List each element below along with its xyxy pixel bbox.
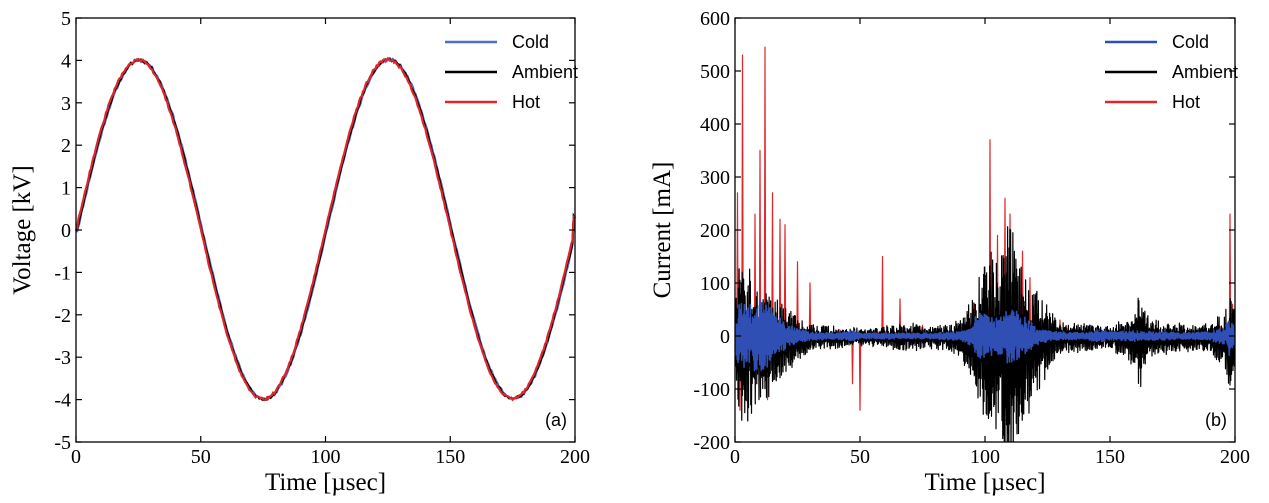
voltage-x-axis-label: Time [µsec]	[265, 469, 386, 496]
legend-label-hot: Hot	[512, 92, 540, 112]
y-tick-label: 200	[700, 220, 730, 242]
y-tick-label: -2	[54, 305, 71, 327]
current-line-cold	[735, 299, 1235, 372]
y-tick-label: -4	[54, 390, 71, 412]
current-ticks: 0 50 100 150 200 -200 -100 0 100 200 300 400 500 600	[693, 8, 1250, 468]
y-tick-label: 5	[61, 8, 71, 30]
panel-label-b: (b)	[1205, 410, 1227, 430]
voltage-chart: 0 50 100 150 200 -5 -4 -3 -2 -1 0 1 2 3 4 5 Time [µsec]…	[9, 8, 590, 496]
x-tick-label: 50	[850, 446, 870, 468]
y-tick-label: 0	[720, 326, 730, 348]
y-tick-label: 400	[700, 114, 730, 136]
y-tick-label: 2	[61, 135, 71, 157]
y-tick-label: 300	[700, 167, 730, 189]
y-tick-label: 600	[700, 8, 730, 30]
voltage-ticks: 0 50 100 150 200 -5 -4 -3 -2 -1 0 1 2 3 4 5	[54, 8, 590, 468]
x-tick-label: 50	[191, 446, 211, 468]
y-tick-label: -5	[54, 432, 71, 454]
current-x-axis-label: Time [µsec]	[924, 469, 1045, 496]
y-tick-label: -100	[693, 379, 730, 401]
voltage-y-axis-label: Voltage [kV]	[9, 165, 36, 294]
y-tick-label: 100	[700, 273, 730, 295]
x-tick-label: 200	[1220, 446, 1250, 468]
y-tick-label: 3	[61, 93, 71, 115]
current-legend: Cold Ambient Hot	[1105, 32, 1238, 112]
voltage-legend: Cold Ambient Hot	[445, 32, 578, 112]
legend-label-cold: Cold	[1172, 32, 1209, 52]
voltage-line-hot	[74, 56, 576, 402]
y-tick-label: -1	[54, 262, 71, 284]
y-tick-label: -200	[693, 432, 730, 454]
legend-label-hot: Hot	[1172, 92, 1200, 112]
x-tick-label: 150	[1095, 446, 1125, 468]
x-tick-label: 150	[435, 446, 465, 468]
x-tick-label: 0	[730, 446, 740, 468]
x-tick-label: 100	[970, 446, 1000, 468]
legend-label-ambient: Ambient	[1172, 62, 1238, 82]
x-tick-label: 200	[560, 446, 590, 468]
y-tick-label: 500	[700, 61, 730, 83]
y-tick-label: 1	[61, 178, 71, 200]
y-tick-label: 4	[61, 50, 71, 72]
current-series-group	[735, 46, 1235, 442]
x-tick-label: 0	[71, 446, 81, 468]
legend-label-ambient: Ambient	[512, 62, 578, 82]
current-chart: 0 50 100 150 200-200-1000100200300400500600 …	[649, 8, 1250, 496]
legend-label-cold: Cold	[512, 32, 549, 52]
voltage-series-group	[74, 56, 576, 402]
x-tick-label: 100	[311, 446, 341, 468]
y-tick-label: -3	[54, 347, 71, 369]
current-y-axis-label: Current [mA]	[649, 162, 676, 299]
panel-label-a: (a)	[545, 410, 567, 430]
y-tick-label: 0	[61, 220, 71, 242]
